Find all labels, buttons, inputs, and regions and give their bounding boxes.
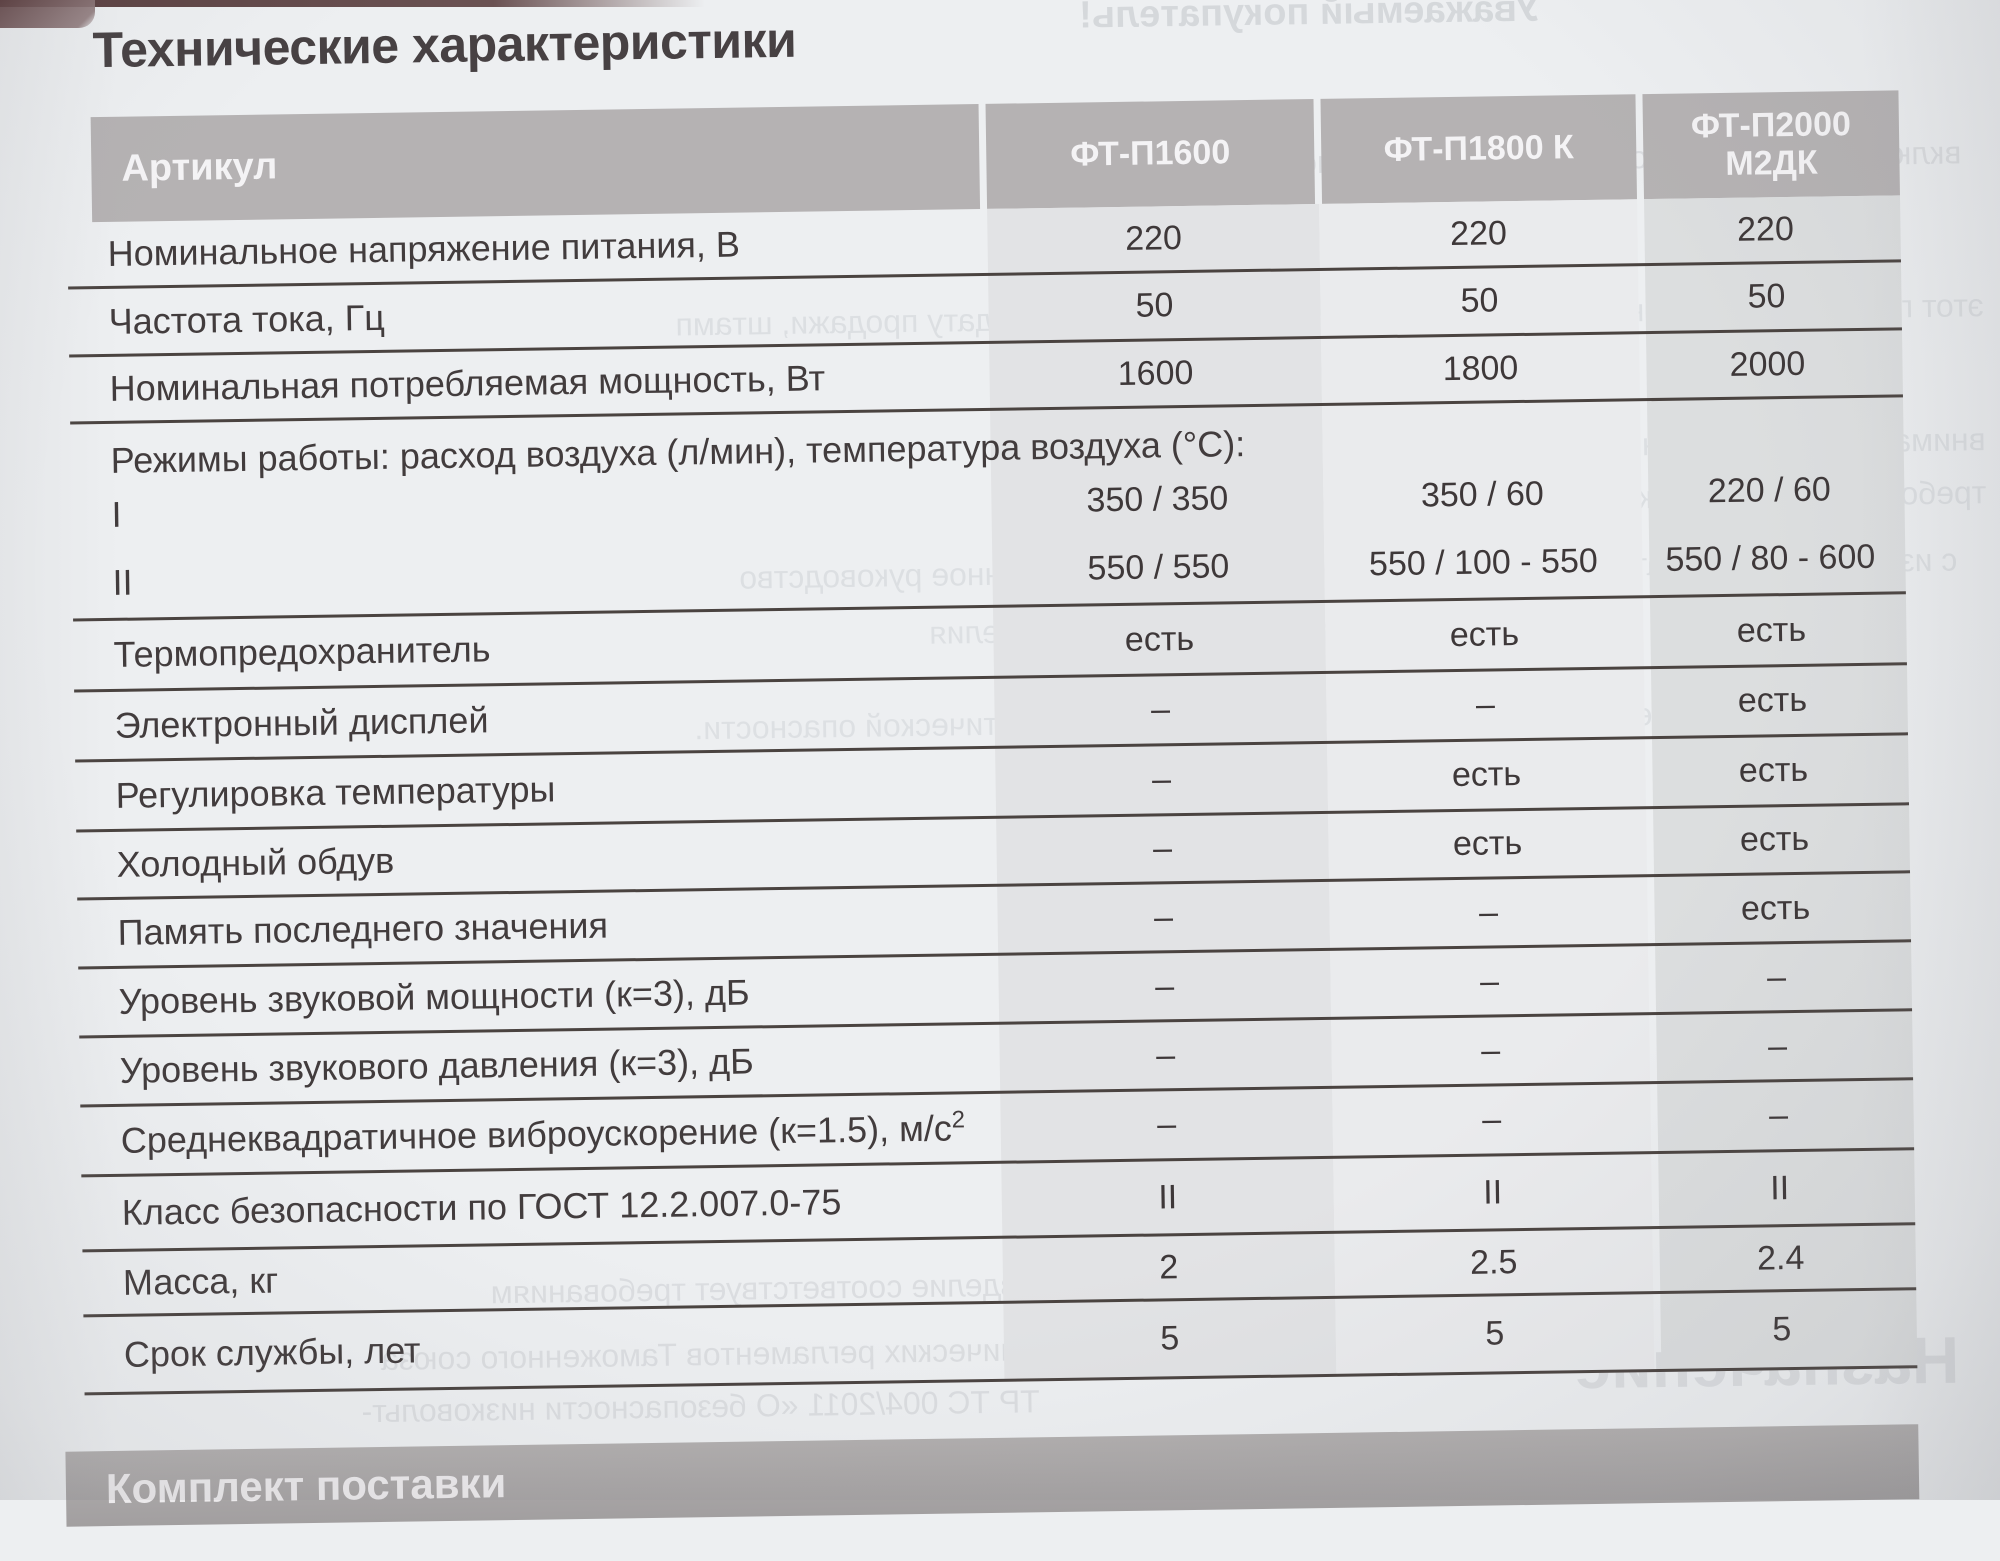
header-cell-model-3: ФТ-П2000 М2ДК <box>1642 90 1900 200</box>
header-cell-model-1: ФТ-П1600 <box>985 99 1316 209</box>
cell-value: – <box>1150 690 1171 729</box>
row-label: Термопредохранитель <box>113 628 491 675</box>
cell-value: 220 <box>1124 218 1183 258</box>
row-label: Номинальная потребляемая мощность, Вт <box>109 357 826 409</box>
row-label: Уровень звуковой мощности (к=3), дБ <box>118 971 750 1022</box>
cell-value: есть <box>1737 680 1808 720</box>
row-label: I <box>111 493 122 535</box>
cell-value: – <box>1768 1096 1789 1135</box>
cell-value: 350 / 350 <box>1086 478 1229 519</box>
cell-value: 220 <box>1449 213 1508 253</box>
cell-value: 5 <box>1485 1314 1505 1353</box>
cell-value: – <box>1153 897 1174 936</box>
cell-value: есть <box>1739 819 1810 859</box>
row-label: Уровень звукового давления (к=3), дБ <box>119 1040 755 1091</box>
cell-value: – <box>1475 685 1496 724</box>
cell-value: 2.5 <box>1469 1242 1518 1282</box>
cell-value: есть <box>1738 750 1809 790</box>
row-label: Электронный дисплей <box>114 698 489 746</box>
cell-value: – <box>1480 1030 1501 1070</box>
cell-value: 220 / 60 <box>1707 469 1832 510</box>
cell-value: 1600 <box>1117 353 1194 393</box>
row-label: Регулировка температуры <box>115 767 556 816</box>
cell-value: II <box>1482 1172 1503 1212</box>
cell-value: 350 / 60 <box>1420 474 1545 514</box>
cell-value: – <box>1156 1105 1177 1144</box>
row-label: II <box>112 561 133 603</box>
cell-value: – <box>1767 1026 1788 1065</box>
cell-value: 2.4 <box>1756 1238 1805 1278</box>
cell-value: – <box>1479 961 1500 1001</box>
cell-value: есть <box>1736 610 1807 650</box>
cell-value: есть <box>1740 888 1811 928</box>
cell-value: есть <box>1449 614 1520 654</box>
row-label: Номинальное напряжение питания, В <box>107 223 741 274</box>
cell-value: – <box>1152 829 1173 868</box>
cell-value: 50 <box>1135 286 1174 325</box>
row-label: Класс безопасности по ГОСТ 12.2.007.0-75 <box>121 1181 842 1233</box>
cell-value: 220 <box>1736 209 1795 249</box>
cell-value: – <box>1151 760 1172 799</box>
row-label: Память последнего значения <box>117 904 609 953</box>
row-label: Срок службы, лет <box>123 1328 421 1375</box>
cell-value: 50 <box>1460 281 1499 320</box>
cell-value: 2000 <box>1729 344 1806 384</box>
cell-value: 550 / 80 - 600 <box>1665 537 1876 579</box>
cell-value: есть <box>1451 755 1522 795</box>
cell-value: 2 <box>1159 1247 1179 1286</box>
header-cell-model-2: ФТ-П1800 К <box>1320 94 1638 204</box>
cell-value: 550 / 100 - 550 <box>1368 541 1599 583</box>
row-label: Масса, кг <box>122 1259 279 1303</box>
cell-value: – <box>1478 892 1499 932</box>
cell-value: есть <box>1452 824 1523 864</box>
row-label: Среднеквадратичное виброускорение (к=1.5… <box>120 1106 966 1161</box>
superscript: 2 <box>951 1106 966 1134</box>
scan-corner-artifact <box>0 0 95 28</box>
cell-value: 50 <box>1747 277 1786 316</box>
cell-value: – <box>1766 957 1787 996</box>
cell-value: – <box>1154 966 1175 1005</box>
cell-value: II <box>1769 1168 1790 1207</box>
cell-value: 550 / 550 <box>1087 546 1230 587</box>
cell-value: II <box>1158 1177 1178 1216</box>
table-body: Номинальное напряжение питания, В 220 22… <box>67 195 1918 1396</box>
page-title: Технические характеристики <box>92 11 797 79</box>
section-bar-label: Комплект поставки <box>105 1459 507 1513</box>
row-label: Частота тока, Гц <box>108 296 386 342</box>
cell-value: 1800 <box>1442 348 1519 388</box>
header-cell-article: Артикул <box>90 104 981 223</box>
row-label: Холодный обдув <box>116 839 395 885</box>
scan-edge-artifact <box>0 0 705 7</box>
cell-value: 5 <box>1772 1310 1792 1349</box>
cell-value: – <box>1481 1100 1502 1139</box>
spec-table: Артикул ФТ-П1600 ФТ-П1800 К ФТ-П2000 М2Д… <box>66 90 1918 1396</box>
bleedthrough-text: Уважаемый покупатель! <box>1078 0 1540 37</box>
cell-value: – <box>1155 1035 1176 1074</box>
section-bar-package-contents: Комплект поставки <box>65 1424 1920 1527</box>
cell-value: есть <box>1124 619 1195 659</box>
cell-value: 5 <box>1160 1319 1180 1358</box>
